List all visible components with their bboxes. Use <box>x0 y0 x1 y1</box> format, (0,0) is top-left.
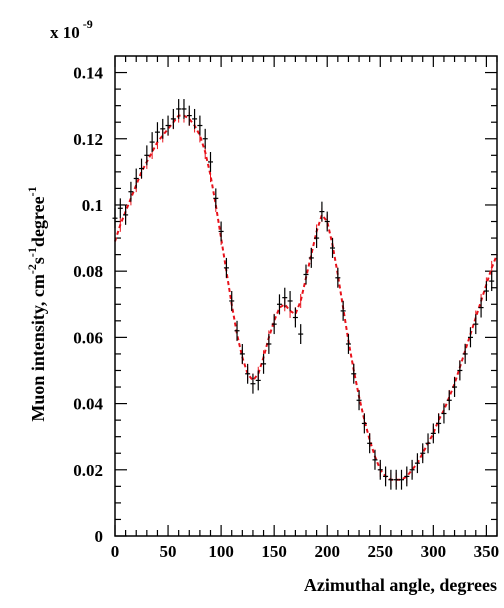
y-axis-title-part: s <box>28 257 48 264</box>
x-tick-label: 350 <box>474 542 500 561</box>
y-tick-label: 0.14 <box>73 64 103 83</box>
y-axis-title-part: -1 <box>25 247 39 257</box>
y-axis-title: Muon intensity, cm-2s-1degree-1 <box>25 186 48 421</box>
plot-frame <box>114 55 498 537</box>
y-tick-label: 0.02 <box>73 461 103 480</box>
y-multiplier-base: x 10 <box>50 23 80 42</box>
x-tick-label: 300 <box>421 542 447 561</box>
y-multiplier-exponent: -9 <box>83 17 93 31</box>
y-axis-title-part: degree <box>28 196 48 247</box>
x-tick-label: 150 <box>261 542 287 561</box>
y-multiplier-label: x 10 -9 <box>50 17 93 42</box>
x-tick-label: 0 <box>111 542 120 561</box>
red-series-line <box>114 114 498 481</box>
y-axis-title-part: -1 <box>25 186 39 196</box>
y-tick-label: 0.12 <box>73 130 103 149</box>
y-axis-title-part: -2 <box>25 264 39 274</box>
red-series <box>114 108 498 487</box>
y-tick-label: 0 <box>95 527 104 546</box>
y-axis-title-part: Muon intensity, cm <box>28 274 48 422</box>
x-tick-label: 50 <box>160 542 177 561</box>
x-tick-label: 200 <box>314 542 340 561</box>
x-tick-label: 100 <box>208 542 234 561</box>
axis-ticks <box>114 56 498 537</box>
y-tick-label: 0.04 <box>73 395 103 414</box>
x-tick-label: 250 <box>368 542 394 561</box>
y-tick-label: 0.1 <box>82 196 103 215</box>
y-tick-label: 0.08 <box>73 262 103 281</box>
axis-tick-labels: 0 50 100 150 200 250 300 350 0 0.02 0.04 0.06 0.08 0.… <box>73 64 499 561</box>
x-axis-title: Azimuthal angle, degrees <box>304 575 497 595</box>
y-tick-label: 0.06 <box>73 328 103 347</box>
black-series <box>112 99 495 490</box>
